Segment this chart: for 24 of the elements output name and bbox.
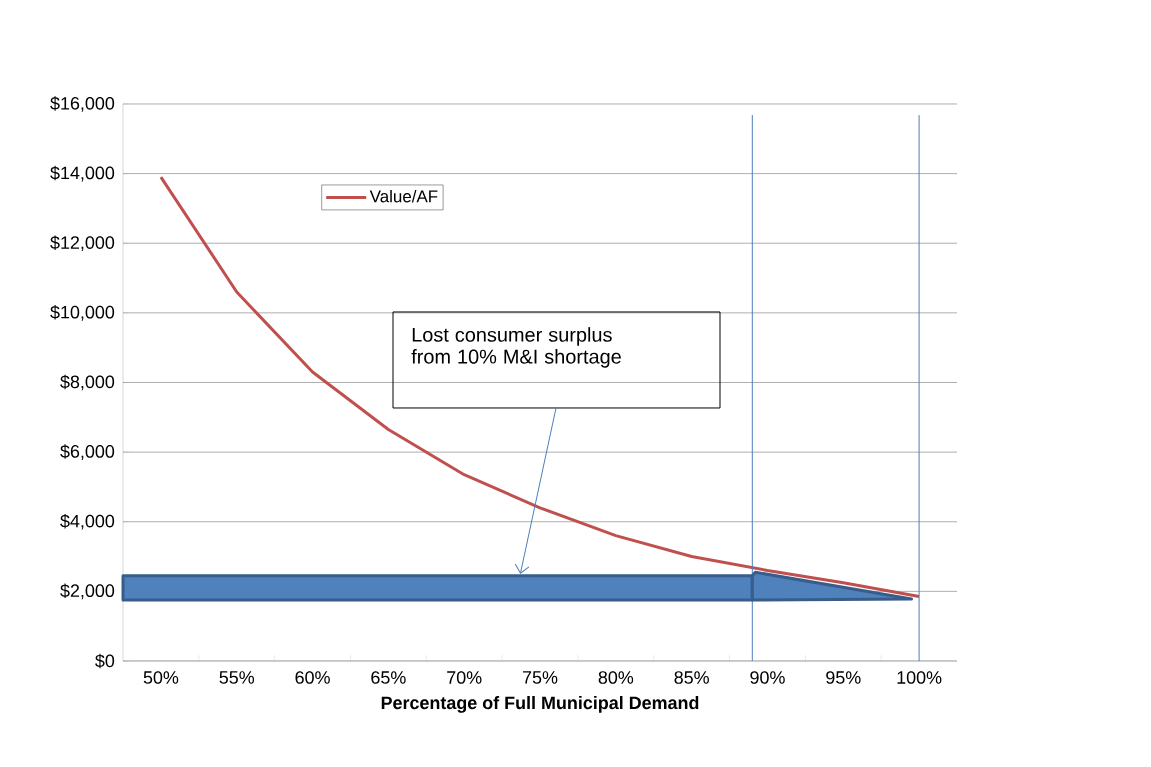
legend-label: Value/AF bbox=[369, 189, 438, 203]
y-tick-label: $12,000 bbox=[50, 235, 115, 252]
x-tick-label: 100% bbox=[897, 671, 942, 684]
x-tick-label: 85% bbox=[674, 671, 709, 684]
x-tick-label: 70% bbox=[447, 671, 482, 684]
y-tick-label: $2,000 bbox=[60, 583, 115, 600]
x-axis-title: Percentage of Full Municipal Demand bbox=[381, 696, 699, 713]
y-tick-label: $14,000 bbox=[50, 165, 115, 182]
y-tick-label: $10,000 bbox=[50, 305, 115, 321]
x-tick-label: 60% bbox=[295, 671, 330, 684]
y-tick-label: $4,000 bbox=[60, 513, 115, 530]
y-tick-label: $16,000 bbox=[50, 96, 115, 112]
x-tick-label: 55% bbox=[219, 671, 255, 684]
x-tick-label: 65% bbox=[371, 671, 406, 684]
x-tick-label: 90% bbox=[750, 671, 785, 684]
y-tick-label: $6,000 bbox=[60, 444, 115, 460]
line-series bbox=[159, 175, 921, 599]
x-tick-label: 80% bbox=[598, 671, 634, 684]
y-tick-label: $8,000 bbox=[60, 374, 115, 391]
y-tick-label: $0 bbox=[95, 653, 115, 669]
x-tick-label: 95% bbox=[826, 671, 861, 684]
x-tick-label: 75% bbox=[522, 671, 558, 684]
x-tick-label: 50% bbox=[143, 671, 179, 684]
annotation: Lost consumer surplus from 10% M&I shortage bbox=[411, 327, 621, 368]
